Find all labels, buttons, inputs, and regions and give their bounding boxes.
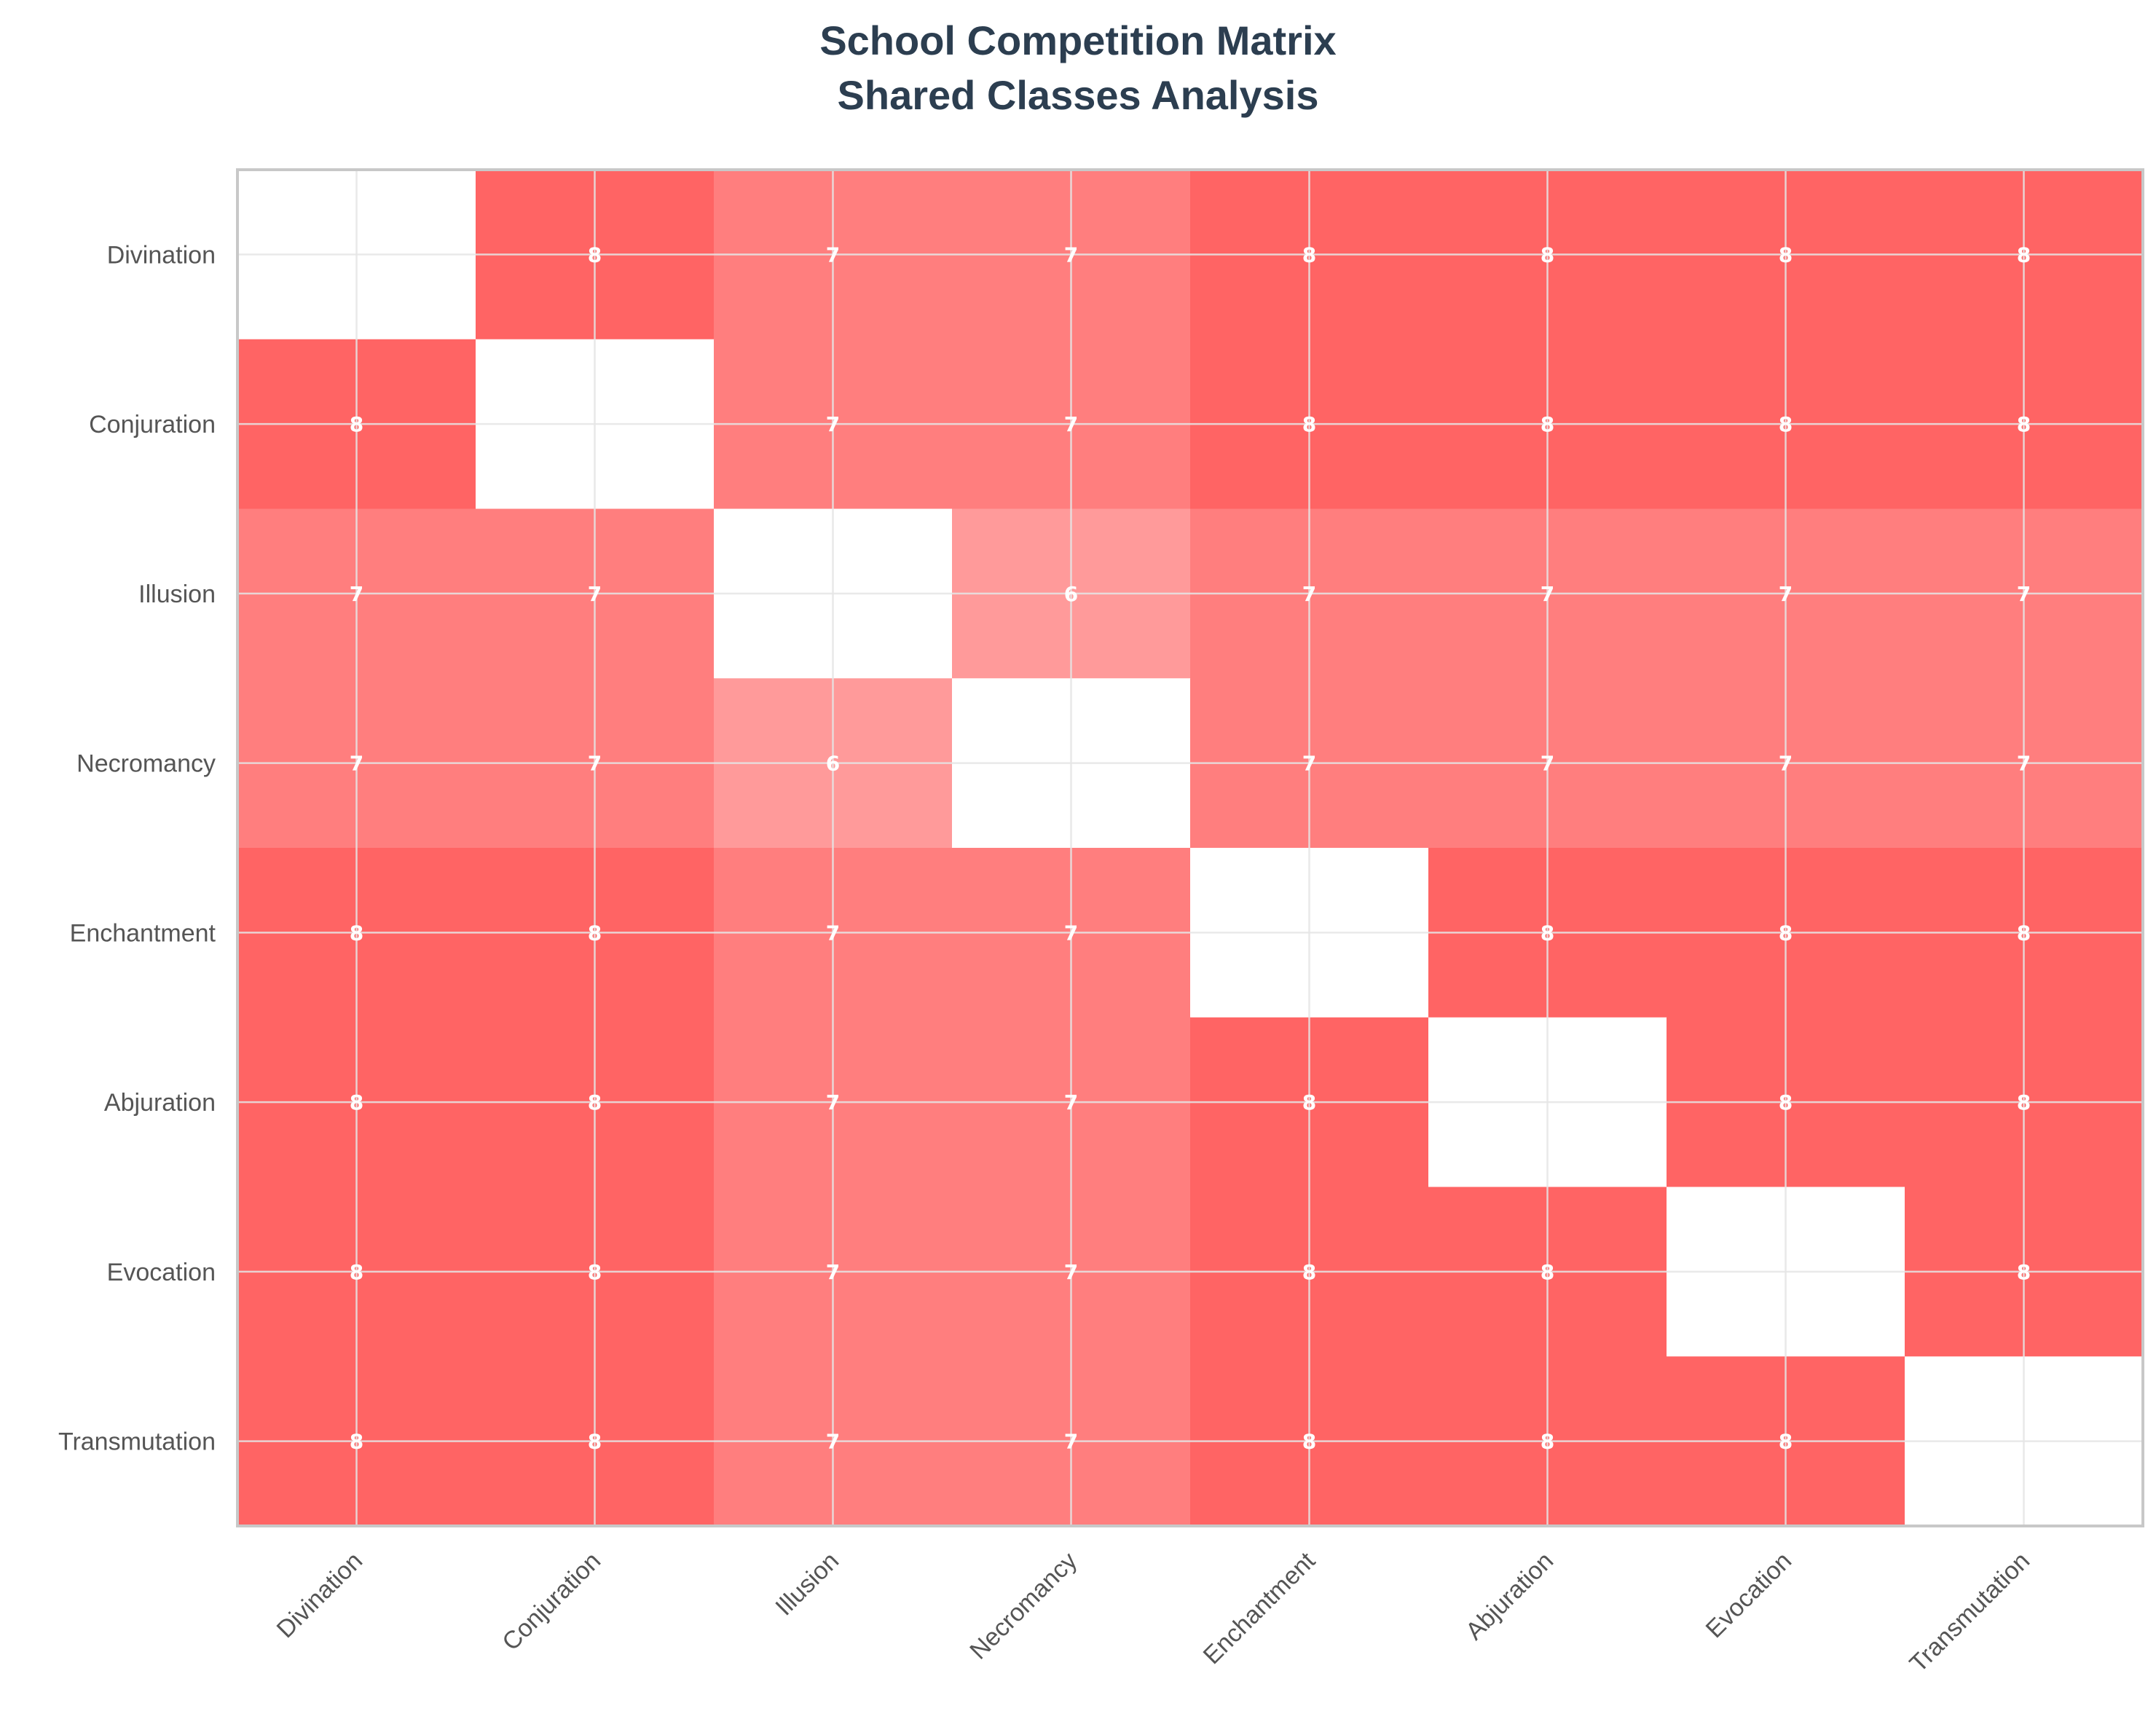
cell-value-label: 8 [350,921,363,945]
cell-value-label: 8 [588,1090,602,1114]
cell-value-label: 7 [1302,752,1316,776]
cell-value-label: 7 [1302,582,1316,606]
cell-value-label: 7 [1541,582,1554,606]
cell-value-label: 8 [1302,1260,1316,1284]
cell-value-label: 8 [1541,1430,1554,1454]
cell-value-label: 7 [826,1260,840,1284]
x-tick-label: Illusion [770,1547,844,1621]
cell-value-label: 7 [1064,412,1078,436]
cell-value-label: 6 [1064,582,1078,606]
cell-value-label: 8 [1779,412,1793,436]
cell-value-label: 8 [2017,1260,2031,1284]
cell-value-label: 8 [1779,243,1793,267]
cell-value-label: 7 [2017,752,2031,776]
cell-value-label: 8 [1779,1430,1793,1454]
x-tick-label: Enchantment [1198,1546,1321,1669]
y-tick-label: Abjuration [104,1089,216,1117]
cell-value-label: 7 [826,412,840,436]
cell-value-label: 7 [1064,921,1078,945]
y-tick-label: Conjuration [89,411,216,438]
cell-value-label: 7 [350,582,363,606]
cell-value-label: 8 [1302,243,1316,267]
cell-value-label: 7 [588,752,602,776]
cell-value-label: 8 [1779,921,1793,945]
cell-value-label: 8 [350,1430,363,1454]
cell-value-label: 8 [1302,412,1316,436]
cell-value-label: 8 [1541,243,1554,267]
x-axis-tick-labels: Divination Conjuration Illusion Necromancy E… [272,1546,2035,1677]
x-tick-label: Abjuration [1460,1547,1559,1645]
x-tick-label: Transmutation [1905,1547,2036,1678]
cell-value-label: 7 [2017,582,2031,606]
cell-value-label: 7 [1064,243,1078,267]
cell-value-label: 8 [350,1090,363,1114]
cell-value-label: 7 [826,1430,840,1454]
cell-value-label: 7 [350,752,363,776]
y-tick-label: Transmutation [58,1428,216,1456]
cell-value-label: 7 [1064,1260,1078,1284]
grid-lines [237,170,2143,1526]
cell-value-label: 8 [350,412,363,436]
cell-value-label: 7 [1064,1430,1078,1454]
chart-title-line-2: Shared Classes Analysis [838,72,1319,118]
cell-value-label: 7 [826,243,840,267]
cell-value-label: 8 [588,921,602,945]
cell-value-label: 7 [1064,1090,1078,1114]
cell-value-label: 8 [2017,1090,2031,1114]
y-axis-tick-labels: Divination Conjuration Illusion Necromancy E… [58,241,216,1455]
cell-value-label: 8 [2017,243,2031,267]
heatmap-cells [237,170,2144,1527]
y-tick-label: Evocation [107,1259,216,1286]
cell-value-labels: 8 7 7 8 8 8 8 8 7 7 8 8 8 8 7 7 6 7 7 7 7 7 7 6 7 7 7 7 8 8 7 7 8 8 8 8 8 7 7 8… [350,243,2031,1453]
cell-value-label: 8 [1302,1430,1316,1454]
y-tick-label: Illusion [138,581,216,608]
cell-value-label: 8 [2017,412,2031,436]
cell-value-label: 7 [826,1090,840,1114]
cell-value-label: 6 [826,752,840,776]
y-tick-label: Enchantment [70,919,216,947]
cell-value-label: 7 [1779,582,1793,606]
cell-value-label: 8 [1779,1090,1793,1114]
plot-frame [236,168,2144,1527]
y-tick-label: Necromancy [76,750,216,778]
x-tick-label: Conjuration [497,1547,606,1656]
cell-value-label: 7 [1541,752,1554,776]
cell-value-label: 7 [1779,752,1793,776]
x-tick-label: Evocation [1701,1547,1797,1643]
x-tick-label: Necromancy [964,1547,1082,1665]
cell-value-label: 8 [350,1260,363,1284]
cell-value-label: 8 [1541,412,1554,436]
cell-value-label: 8 [588,1430,602,1454]
cell-value-label: 8 [588,243,602,267]
x-tick-label: Divination [272,1547,368,1643]
cell-value-label: 8 [1541,1260,1554,1284]
cell-value-label: 8 [588,1260,602,1284]
chart-title-line-1: School Competition Matrix [819,17,1336,63]
y-tick-label: Divination [107,241,216,269]
cell-value-label: 7 [588,582,602,606]
cell-value-label: 8 [2017,921,2031,945]
cell-value-label: 8 [1541,921,1554,945]
cell-value-label: 8 [1302,1090,1316,1114]
cell-value-label: 7 [826,921,840,945]
